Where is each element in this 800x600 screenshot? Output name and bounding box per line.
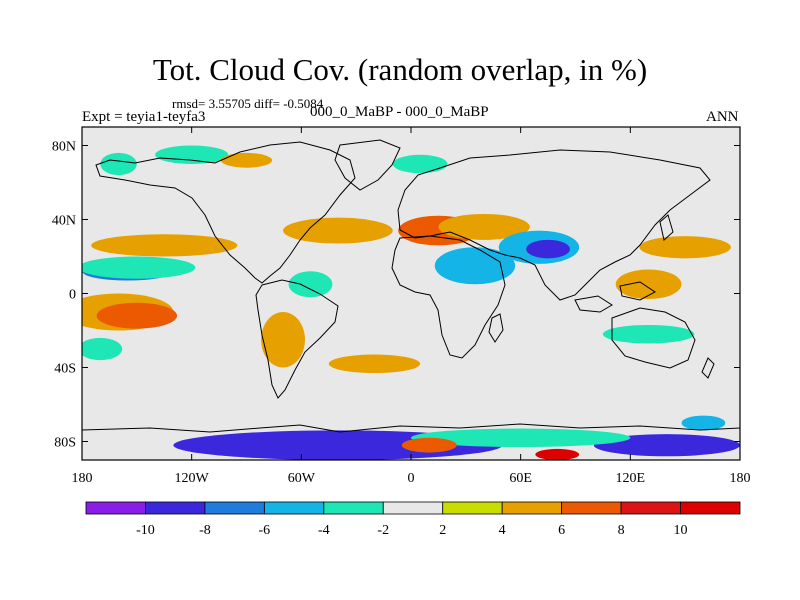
y-tick-label: 40N	[52, 214, 76, 229]
colorbar-label: 8	[618, 523, 625, 538]
y-tick-label: 80S	[54, 436, 76, 451]
north-america-coast	[95, 141, 356, 284]
coastline-outlines	[82, 139, 740, 433]
anomaly-region-27	[535, 448, 580, 460]
anomaly-region-14	[615, 269, 682, 300]
anomaly-region-17	[100, 152, 137, 176]
cloud-anomaly-contours	[82, 145, 740, 460]
anomaly-region-8	[438, 213, 530, 240]
anomaly-region-16	[392, 154, 448, 174]
rmsd-diff-stats: rmsd= 3.55705 diff= -0.5084	[172, 96, 324, 111]
y-tick-label: 40S	[54, 362, 76, 377]
y-tick-label: 0	[69, 288, 76, 303]
anomaly-region-2	[96, 302, 178, 329]
australia-coast	[611, 307, 696, 369]
colorbar-box	[501, 501, 563, 515]
x-tick-label: 180	[72, 471, 93, 486]
anomaly-region-26	[401, 437, 457, 453]
anomaly-region-19	[220, 152, 273, 168]
japan-coast	[659, 214, 674, 241]
colorbar-label: 10	[674, 523, 688, 538]
anomaly-region-18	[155, 145, 229, 164]
anomaly-region-11	[434, 247, 516, 285]
eurasia-coast	[397, 149, 711, 301]
colorbar-box	[442, 501, 503, 515]
anomaly-region-4	[82, 256, 196, 279]
x-tick-label: 120E	[616, 471, 646, 486]
colorbar-label: 2	[439, 523, 446, 538]
colorbar-box	[620, 501, 681, 515]
colorbar-box	[145, 501, 206, 515]
x-tick-label: 60E	[509, 471, 532, 486]
anomaly-region-5	[91, 234, 238, 257]
colorbar-box	[323, 501, 384, 515]
experiment-label: Expt = teyia1-teyfa3	[82, 109, 206, 125]
colorbar-label: -8	[199, 523, 211, 538]
anomaly-region-10	[526, 239, 571, 259]
colorbar-label: 6	[558, 523, 565, 538]
x-tick-label: 60W	[288, 471, 316, 486]
colorbar-box	[263, 501, 325, 515]
anomaly-region-22	[328, 354, 421, 374]
colorbar-box	[561, 501, 622, 515]
colorbar-box	[680, 501, 741, 515]
season-label: ANN	[706, 109, 739, 125]
colorbar-label: -4	[318, 523, 330, 538]
x-tick-label: 180	[730, 471, 751, 486]
madagascar-coast	[488, 313, 504, 343]
new-zealand-coast	[701, 357, 715, 379]
colorbar-label: 4	[499, 523, 506, 538]
anomaly-region-15	[639, 236, 731, 259]
anomaly-region-12	[288, 271, 333, 298]
greenland-coast	[334, 139, 401, 191]
anomaly-region-6	[283, 217, 393, 244]
period-label: 000_0_MaBP - 000_0_MaBP	[310, 104, 489, 120]
colorbar: -10 -8 -6 -4 -2 2 4 6 8 10	[85, 501, 741, 538]
y-tick-label: 80N	[52, 140, 76, 155]
x-tick-label: 0	[408, 471, 415, 486]
colorbar-box	[85, 501, 146, 515]
south-america-coast	[255, 279, 339, 399]
colorbar-box	[204, 501, 265, 515]
colorbar-label: -2	[377, 523, 389, 538]
africa-coast	[391, 235, 506, 359]
anomaly-region-21	[82, 337, 123, 361]
anomaly-region-25	[411, 428, 631, 448]
anomaly-region-13	[261, 312, 305, 368]
antarctica-coast	[82, 423, 740, 433]
colorbar-box	[382, 501, 444, 515]
maritime-continent-coast	[574, 281, 656, 313]
anomaly-region-28	[681, 415, 726, 431]
colorbar-label: -6	[259, 523, 271, 538]
map-title: Tot. Cloud Cov. (random overlap, in %)	[152, 52, 648, 87]
colorbar-label: -10	[136, 523, 155, 538]
anomaly-region-20	[602, 324, 695, 344]
axis-ticks: 180 120W 60W 0 60E 120E 180 80N 40N 0 40S 80S	[52, 127, 751, 486]
anomaly-region-24	[593, 434, 740, 457]
x-tick-label: 120W	[175, 471, 210, 486]
